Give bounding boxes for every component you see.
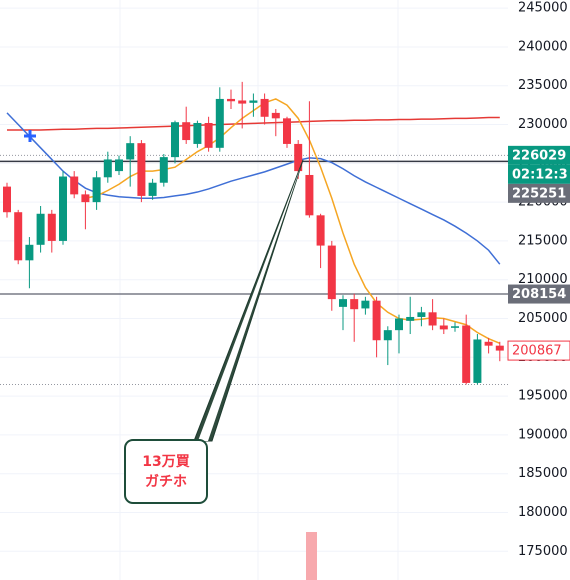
candle-body bbox=[115, 159, 123, 172]
candle-body bbox=[305, 174, 314, 216]
candle-body bbox=[495, 345, 504, 351]
y-tick-label: 175000 bbox=[518, 544, 568, 559]
candle-body bbox=[126, 143, 135, 160]
y-tick-label: 180000 bbox=[518, 505, 568, 520]
candle-body bbox=[103, 159, 112, 178]
candle-body bbox=[439, 325, 448, 330]
candle-body bbox=[484, 341, 493, 346]
candle-body bbox=[327, 245, 336, 300]
candle-body bbox=[294, 143, 303, 172]
candle-body bbox=[473, 339, 482, 383]
candle-body bbox=[462, 325, 471, 383]
candle-body bbox=[148, 182, 157, 196]
price-badge bbox=[508, 183, 570, 203]
annotation-arrow-inner bbox=[198, 166, 301, 441]
y-tick-label: 230000 bbox=[518, 117, 568, 132]
candle-body bbox=[350, 299, 359, 310]
candle-body bbox=[249, 100, 258, 103]
candle-body bbox=[14, 212, 23, 261]
price-badge-label: 208154 bbox=[512, 287, 566, 302]
y-tick-label: 245000 bbox=[518, 1, 568, 16]
y-tick-label: 215000 bbox=[518, 233, 568, 248]
annotation-box bbox=[124, 439, 208, 504]
candle-body bbox=[92, 177, 101, 203]
price-badge bbox=[508, 164, 570, 184]
price-badge bbox=[508, 145, 570, 165]
candle-body bbox=[316, 215, 325, 246]
candle-body bbox=[238, 100, 247, 104]
candle-body bbox=[215, 98, 224, 148]
y-tick-label: 210000 bbox=[518, 272, 568, 287]
price-badge-label: 200867 bbox=[512, 344, 562, 359]
candle-body bbox=[271, 112, 280, 119]
candle-body bbox=[70, 176, 79, 195]
candle-body bbox=[283, 118, 291, 144]
candle-body bbox=[339, 299, 347, 307]
candle-body bbox=[159, 157, 168, 183]
candle-body bbox=[395, 318, 403, 331]
candle-body bbox=[81, 194, 90, 203]
candle-body bbox=[193, 122, 202, 144]
candle-body bbox=[260, 98, 269, 117]
y-tick-label: 240000 bbox=[518, 39, 568, 54]
candle-body bbox=[372, 300, 381, 341]
candle-body bbox=[204, 122, 213, 148]
price-badge bbox=[507, 340, 570, 361]
candle-body bbox=[36, 213, 45, 245]
price-badge-label: 225251 bbox=[512, 186, 566, 201]
candle-body bbox=[182, 122, 191, 141]
y-tick-label: 185000 bbox=[518, 466, 568, 481]
moving-average bbox=[85, 98, 501, 345]
candle-body bbox=[383, 330, 392, 341]
candle-body bbox=[25, 244, 34, 261]
annotation-text: 13万買 bbox=[142, 454, 190, 470]
y-tick-label: 235000 bbox=[518, 78, 568, 93]
cross-marker bbox=[24, 130, 36, 142]
candle-body bbox=[361, 300, 370, 309]
candle-body bbox=[451, 326, 459, 328]
volume-bar bbox=[306, 532, 317, 580]
candle-body bbox=[406, 316, 415, 321]
candle-body bbox=[417, 312, 426, 317]
candle-body bbox=[227, 98, 235, 102]
candle-body bbox=[59, 176, 67, 241]
candle-body bbox=[137, 143, 146, 196]
candle-body bbox=[428, 312, 437, 326]
price-badge bbox=[508, 284, 570, 304]
y-tick-label: 195000 bbox=[518, 389, 568, 404]
candle-body bbox=[171, 122, 179, 158]
grid bbox=[0, 0, 508, 580]
y-tick-label: 205000 bbox=[518, 311, 568, 326]
y-tick-label: 190000 bbox=[518, 427, 568, 442]
moving-average bbox=[7, 116, 500, 131]
candle-body bbox=[47, 213, 56, 241]
price-badge-label: 02:12:3 bbox=[512, 167, 568, 182]
price-badge-label: 226029 bbox=[512, 148, 566, 163]
candle-body bbox=[3, 186, 11, 213]
annotation-text: ガチホ bbox=[145, 474, 187, 490]
moving-average bbox=[6, 112, 501, 265]
